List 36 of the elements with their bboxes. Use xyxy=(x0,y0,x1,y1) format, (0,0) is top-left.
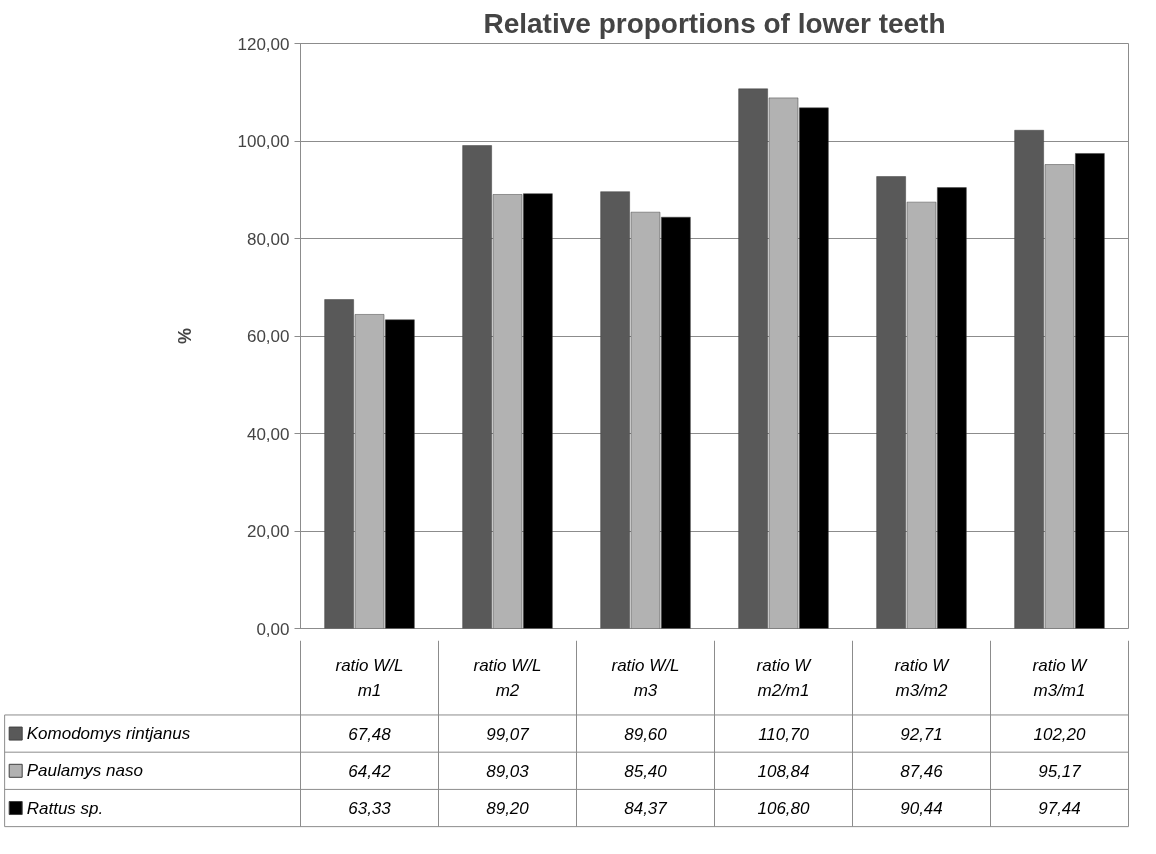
x-tick-label: ratio W m3/m2 xyxy=(894,655,951,700)
y-tick-label: 20,00 xyxy=(246,522,290,541)
x-tick-label: ratio W/L m3 xyxy=(611,655,680,700)
data-label: 92,71 xyxy=(900,724,943,744)
data-label: 106,80 xyxy=(757,799,811,819)
data-label: 85,40 xyxy=(624,761,668,781)
y-tick-label: 80,00 xyxy=(246,229,290,249)
chart-title: Relative proportions of lower teeth xyxy=(483,7,946,39)
legend-label: Komodomys rintjanus xyxy=(26,724,191,744)
x-tick-label: ratio W/L m2 xyxy=(473,655,542,700)
data-label: 64,42 xyxy=(348,761,392,781)
data-label: 87,46 xyxy=(900,761,944,781)
data-label: 99,07 xyxy=(486,724,530,744)
x-tick-label: ratio W/L m1 xyxy=(335,655,404,700)
x-tick-label: ratio W m2/m1 xyxy=(756,655,813,700)
data-label: 84,37 xyxy=(624,799,668,819)
y-axis-title: % xyxy=(174,327,195,344)
data-label: 108,84 xyxy=(757,761,810,781)
y-tick-label: 40,00 xyxy=(246,424,290,444)
y-tick-label: 0,00 xyxy=(256,619,290,639)
data-label: 89,20 xyxy=(486,799,530,819)
data-label: 90,44 xyxy=(900,799,943,819)
x-tick-label: ratio W m3/m1 xyxy=(1032,655,1089,700)
data-label: 110,70 xyxy=(758,724,810,744)
data-label: 97,44 xyxy=(1038,799,1081,819)
data-label: 63,33 xyxy=(348,799,392,819)
data-label: 67,48 xyxy=(348,724,392,744)
legend-label: Paulamys naso xyxy=(26,761,143,781)
data-label: 102,20 xyxy=(1033,724,1087,744)
data-label: 89,03 xyxy=(486,761,530,781)
data-label: 89,60 xyxy=(624,724,668,744)
y-tick-label: 120,00 xyxy=(237,34,290,54)
y-tick-label: 100,00 xyxy=(237,132,290,151)
data-label: 95,17 xyxy=(1038,761,1082,781)
legend-label: Rattus sp. xyxy=(26,798,104,818)
y-tick-label: 60,00 xyxy=(246,327,290,346)
